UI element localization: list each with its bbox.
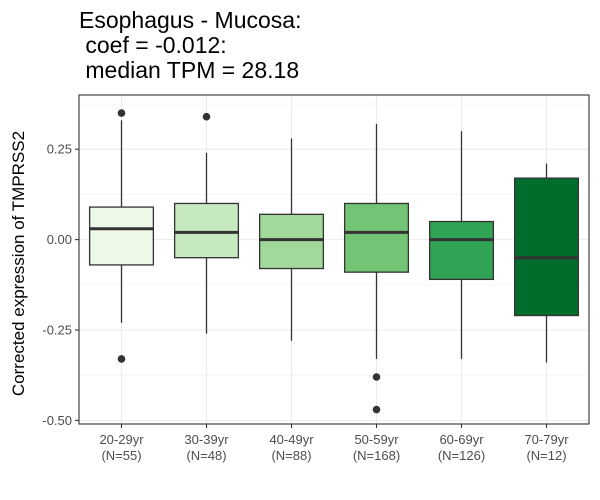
x-tick-label: 50-59yr	[354, 432, 399, 447]
y-axis: 0.25 0.00 -0.25 -0.50	[42, 142, 79, 428]
x-tick-label: 30-39yr	[184, 432, 229, 447]
x-axis: 20-29yr(N=55) 30-39yr(N=48) 40-49yr(N=88) 5…	[99, 424, 569, 463]
box-iqr	[428, 220, 495, 281]
grid	[79, 95, 589, 424]
x-tick-sample-size: (N=168)	[353, 448, 400, 463]
x-tick-sample-size: (N=126)	[438, 448, 485, 463]
box-iqr	[173, 202, 240, 259]
box-iqr	[258, 213, 325, 270]
y-tick-label: 0.00	[47, 232, 72, 247]
title-line-1: Esophagus - Mucosa:	[79, 7, 302, 33]
x-tick-label: 20-29yr	[99, 432, 144, 447]
box-40-49yr	[258, 138, 325, 341]
box-20-29yr	[88, 109, 155, 363]
box-30-39yr	[173, 112, 240, 334]
outlier-point	[202, 112, 211, 121]
y-tick-label: 0.25	[47, 142, 72, 157]
x-tick-sample-size: (N=55)	[101, 448, 141, 463]
plot-panel-border	[78, 94, 590, 425]
x-tick-label: 40-49yr	[269, 432, 314, 447]
outlier-point	[117, 355, 126, 363]
outlier-point	[372, 405, 381, 414]
box-70-79yr	[513, 163, 580, 363]
y-tick-label: -0.50	[42, 413, 72, 428]
title-line-2: coef = -0.012:	[79, 32, 227, 58]
outlier-point	[372, 373, 381, 381]
chart-title: Esophagus - Mucosa: coef = -0.012: media…	[79, 8, 301, 83]
y-tick-label: -0.25	[42, 323, 72, 338]
outlier-point	[117, 109, 126, 117]
x-tick-sample-size: (N=48)	[186, 448, 226, 463]
box-iqr	[343, 202, 410, 273]
y-axis-label: Corrected expression of TMPRSS2	[9, 131, 28, 396]
box-50-59yr	[343, 123, 410, 414]
box-60-69yr	[428, 131, 495, 359]
x-tick-sample-size: (N=88)	[271, 448, 311, 463]
box-iqr	[513, 177, 580, 317]
x-tick-label: 60-69yr	[439, 432, 484, 447]
boxes	[88, 109, 580, 414]
x-tick-sample-size: (N=12)	[526, 448, 566, 463]
x-tick-label: 70-79yr	[524, 432, 569, 447]
title-line-3: median TPM = 28.18	[79, 57, 300, 83]
box-iqr	[88, 206, 155, 266]
